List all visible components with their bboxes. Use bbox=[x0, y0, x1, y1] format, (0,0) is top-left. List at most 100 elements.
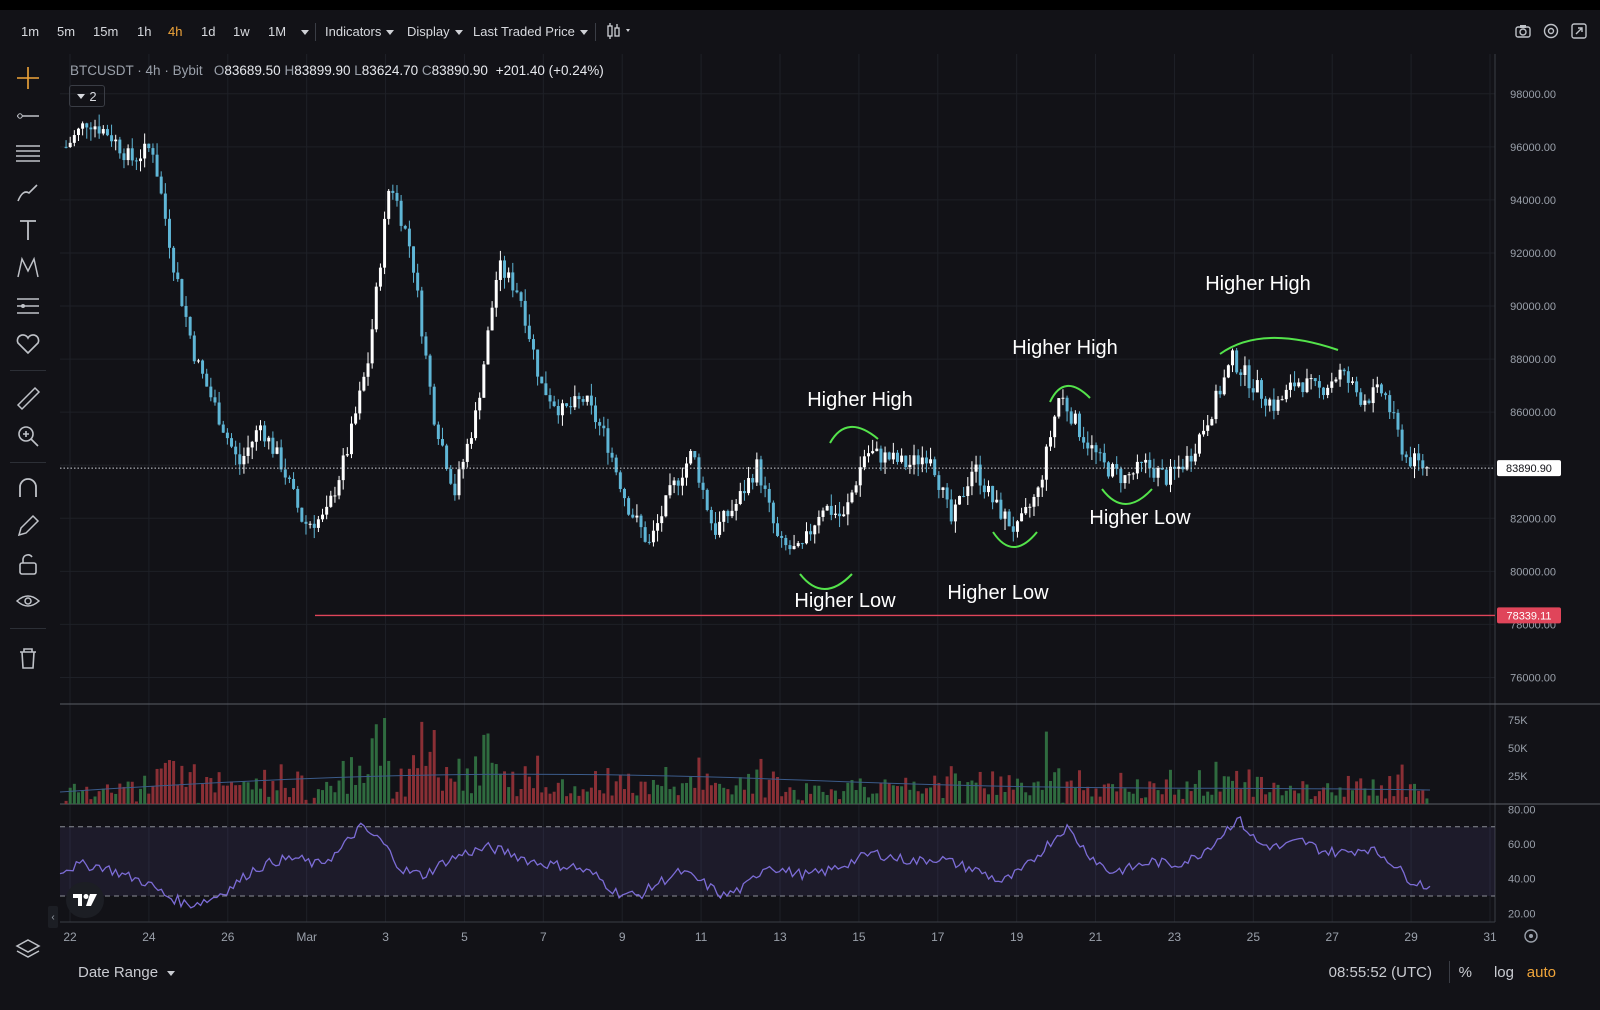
chart-type-menu[interactable] bbox=[606, 23, 634, 42]
candle-body bbox=[1177, 466, 1181, 469]
ruler-tool[interactable] bbox=[14, 384, 42, 412]
candle-body bbox=[1396, 412, 1400, 430]
candle-body bbox=[1040, 479, 1044, 488]
timeframe-1w[interactable]: 1w bbox=[233, 24, 250, 39]
annotation-arc bbox=[1049, 385, 1091, 403]
timeframe-15m[interactable]: 15m bbox=[93, 24, 119, 39]
timeframe-dropdown[interactable] bbox=[296, 24, 309, 39]
candle-body bbox=[1371, 387, 1375, 404]
volume-bar bbox=[201, 784, 205, 804]
volume-bar bbox=[1367, 795, 1371, 804]
timeframe-1m[interactable]: 1m bbox=[21, 24, 40, 39]
volume-bar bbox=[966, 782, 970, 804]
lock-tool[interactable] bbox=[14, 550, 42, 578]
volume-bar bbox=[858, 778, 862, 804]
candle-body bbox=[1251, 388, 1255, 393]
volume-bar bbox=[817, 785, 821, 804]
candle-body bbox=[867, 453, 871, 457]
volume-bar bbox=[440, 790, 444, 804]
candle-body bbox=[225, 432, 229, 439]
volume-bar bbox=[163, 762, 167, 804]
crosshair-tool[interactable] bbox=[14, 64, 42, 92]
display-menu[interactable]: Display bbox=[407, 24, 463, 39]
timeframe-1h[interactable]: 1h bbox=[137, 24, 152, 39]
volume-bar bbox=[1007, 775, 1011, 804]
volume-bar bbox=[1326, 783, 1330, 804]
price-chart[interactable]: 22 24 26 Mar 3 5 7 9 11 13 15 17 19 21 23 25 27 29 31 98000… bbox=[0, 54, 1600, 954]
volume-bar bbox=[730, 794, 734, 804]
volume-bar bbox=[362, 782, 366, 804]
indicators-menu[interactable]: Indicators bbox=[325, 24, 395, 39]
tradingview-logo-icon bbox=[73, 894, 97, 906]
date-range-button[interactable]: Date Range bbox=[78, 964, 176, 981]
candle-body bbox=[875, 448, 879, 452]
candle-body bbox=[1164, 469, 1168, 485]
price-source-label: Last Traded Price bbox=[473, 24, 575, 39]
volume-bar bbox=[1413, 783, 1417, 804]
rsi-axis-label: 80.00 bbox=[1508, 804, 1536, 816]
candle-body bbox=[465, 443, 469, 462]
volume-bar bbox=[1301, 781, 1305, 804]
volume-bar bbox=[196, 802, 200, 804]
candle-body bbox=[904, 455, 908, 468]
symbol-name[interactable]: BTCUSDT bbox=[70, 63, 134, 78]
magnet-tool[interactable] bbox=[14, 474, 42, 502]
settings-icon[interactable] bbox=[1542, 22, 1560, 40]
candle-body bbox=[147, 143, 151, 149]
tradingview-logo[interactable] bbox=[66, 882, 104, 918]
volume-bar bbox=[494, 764, 498, 804]
brush-tool[interactable] bbox=[14, 178, 42, 206]
candle-body bbox=[734, 503, 738, 511]
timeframe-5m[interactable]: 5m bbox=[57, 24, 76, 39]
log-scale-toggle[interactable]: log bbox=[1493, 964, 1514, 981]
timeframe-1d[interactable]: 1d bbox=[201, 24, 216, 39]
volume-bar bbox=[809, 793, 813, 804]
auto-scale-toggle[interactable]: auto bbox=[1526, 964, 1556, 981]
percent-scale-toggle[interactable]: % bbox=[1458, 964, 1472, 981]
volume-bar bbox=[639, 781, 643, 804]
candle-body bbox=[449, 469, 453, 484]
lock-drawing-tool[interactable] bbox=[14, 512, 42, 540]
measure-lines-tool[interactable] bbox=[14, 292, 42, 320]
candle-body bbox=[271, 437, 275, 454]
volume-bar bbox=[1024, 792, 1028, 804]
volume-bar bbox=[1011, 789, 1015, 804]
favorites-tool[interactable] bbox=[14, 330, 42, 358]
volume-bar bbox=[722, 787, 726, 804]
candle-body bbox=[114, 139, 118, 142]
trend-line-tool[interactable] bbox=[14, 102, 42, 130]
pattern-tool[interactable] bbox=[14, 254, 42, 282]
fib-lines-tool[interactable] bbox=[14, 140, 42, 168]
close-value: 83890.90 bbox=[431, 63, 488, 78]
volume-bar bbox=[1036, 781, 1040, 804]
volume-bar bbox=[709, 785, 713, 804]
volume-bar bbox=[267, 796, 271, 804]
candle-body bbox=[1413, 453, 1417, 467]
candle-body bbox=[1106, 462, 1110, 477]
zoom-tool[interactable] bbox=[14, 422, 42, 450]
candle-body bbox=[668, 485, 672, 496]
candle-body bbox=[416, 272, 420, 291]
utc-clock[interactable]: 08:55:52 (UTC) bbox=[1328, 964, 1432, 981]
text-tool[interactable] bbox=[14, 216, 42, 244]
candle-body bbox=[1189, 455, 1193, 462]
candle-body bbox=[846, 502, 850, 515]
timeframe-4h[interactable]: 4h bbox=[168, 24, 183, 39]
volume-bar bbox=[618, 774, 622, 804]
collapse-left-arrow[interactable]: ‹ bbox=[48, 906, 58, 928]
volume-bar bbox=[225, 785, 229, 804]
volume-bar bbox=[515, 796, 519, 804]
object-tree-tool[interactable] bbox=[14, 936, 42, 964]
hide-drawings-tool[interactable] bbox=[14, 588, 42, 616]
candle-body bbox=[651, 530, 655, 543]
candle-body bbox=[428, 355, 432, 387]
remove-drawings-tool[interactable] bbox=[14, 644, 42, 672]
window-top-strip bbox=[0, 0, 1600, 10]
price-source-menu[interactable]: Last Traded Price bbox=[473, 24, 588, 39]
fullscreen-icon[interactable] bbox=[1570, 22, 1588, 40]
candle-body bbox=[523, 300, 527, 326]
timeframe-1M[interactable]: 1M bbox=[268, 24, 287, 39]
legend-collapse-button[interactable]: 2 bbox=[69, 85, 105, 107]
candle-body bbox=[1069, 411, 1073, 424]
camera-icon[interactable] bbox=[1514, 22, 1532, 40]
